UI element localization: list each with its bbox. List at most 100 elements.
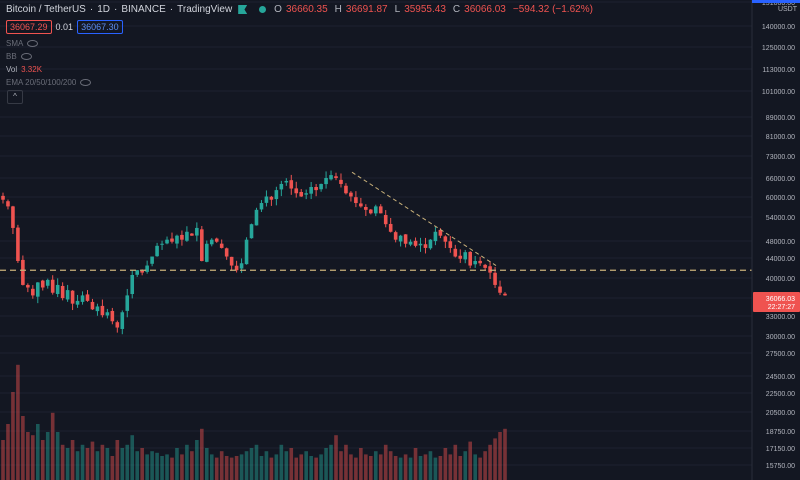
candle-body[interactable] [234, 265, 239, 271]
candle-body[interactable] [45, 279, 50, 286]
candle-body[interactable] [413, 240, 418, 246]
candlestick-series[interactable] [1, 170, 507, 335]
candle-body[interactable] [209, 239, 214, 245]
candle-body[interactable] [349, 192, 353, 197]
candle-body[interactable] [393, 232, 398, 240]
candle-body[interactable] [21, 259, 25, 285]
candle-body[interactable] [190, 233, 194, 236]
candle-body[interactable] [498, 286, 502, 293]
candle-body[interactable] [453, 248, 458, 257]
candle-body[interactable] [135, 270, 139, 275]
candle-body[interactable] [100, 305, 105, 316]
candle-body[interactable] [160, 243, 164, 245]
candle-body[interactable] [60, 285, 65, 299]
candle-body[interactable] [120, 312, 125, 329]
candle-body[interactable] [80, 295, 85, 302]
candle-body[interactable] [1, 195, 5, 200]
candle-body[interactable] [165, 239, 169, 244]
candle-body[interactable] [319, 183, 323, 190]
candle-body[interactable] [155, 245, 159, 257]
price-axis-panel[interactable] [752, 0, 800, 480]
candle-body[interactable] [378, 206, 383, 214]
candle-body[interactable] [85, 294, 90, 301]
candle-body[interactable] [418, 243, 423, 246]
candle-body[interactable] [314, 187, 318, 191]
candle-body[interactable] [50, 279, 55, 293]
candle-body[interactable] [140, 270, 144, 273]
candle-body[interactable] [423, 244, 428, 248]
candle-body[interactable] [493, 272, 497, 285]
candle-body[interactable] [403, 234, 408, 244]
candle-body[interactable] [219, 243, 224, 248]
candle-body[interactable] [364, 207, 368, 210]
candle-body[interactable] [55, 284, 60, 295]
candle-body[interactable] [195, 227, 199, 236]
candle-body[interactable] [204, 243, 209, 262]
candle-body[interactable] [383, 215, 388, 225]
candle-body[interactable] [249, 224, 254, 239]
candle-body[interactable] [473, 260, 477, 265]
candle-body[interactable] [105, 312, 110, 316]
candle-body[interactable] [304, 193, 308, 195]
candle-body[interactable] [483, 264, 487, 268]
candle-body[interactable] [329, 175, 333, 180]
candle-body[interactable] [468, 251, 473, 266]
candle-body[interactable] [373, 206, 378, 214]
candle-body[interactable] [289, 180, 294, 189]
candle-body[interactable] [110, 310, 115, 322]
candle-body[interactable] [95, 306, 100, 312]
candle-body[interactable] [224, 248, 229, 257]
candle-body[interactable] [344, 185, 348, 194]
candle-body[interactable] [244, 239, 249, 265]
candle-body[interactable] [170, 238, 174, 242]
candle-body[interactable] [433, 231, 438, 242]
candle-body[interactable] [279, 183, 284, 190]
candle-body[interactable] [284, 180, 289, 183]
candle-body[interactable] [150, 256, 154, 264]
candle-body[interactable] [428, 239, 433, 249]
candle-body[interactable] [398, 235, 403, 242]
candle-body[interactable] [269, 196, 274, 200]
candle-body[interactable] [115, 322, 120, 328]
candle-body[interactable] [294, 188, 299, 194]
candle-body[interactable] [214, 238, 219, 242]
candle-body[interactable] [259, 203, 264, 210]
candle-body[interactable] [408, 241, 413, 245]
candle-body[interactable] [11, 206, 15, 228]
candle-body[interactable] [239, 263, 244, 269]
candle-body[interactable] [16, 227, 20, 261]
candle-body[interactable] [443, 236, 448, 242]
candle-body[interactable] [478, 260, 482, 264]
candle-body[interactable] [145, 265, 149, 272]
candle-body[interactable] [354, 197, 358, 204]
candle-body[interactable] [6, 201, 10, 207]
candle-body[interactable] [185, 231, 189, 241]
candle-body[interactable] [26, 284, 30, 288]
candle-body[interactable] [40, 280, 45, 288]
candle-body[interactable] [299, 191, 304, 197]
candle-body[interactable] [463, 252, 468, 260]
candle-body[interactable] [438, 229, 443, 236]
candle-body[interactable] [125, 295, 130, 311]
candle-body[interactable] [359, 203, 363, 207]
candle-body[interactable] [35, 282, 40, 297]
candle-body[interactable] [130, 275, 135, 295]
candle-body[interactable] [458, 255, 463, 259]
candle-body[interactable] [90, 301, 95, 310]
candle-body[interactable] [200, 229, 204, 261]
trend-line[interactable] [351, 171, 497, 266]
candle-body[interactable] [180, 234, 184, 240]
candle-body[interactable] [264, 196, 269, 203]
candle-body[interactable] [274, 190, 279, 200]
candle-body[interactable] [324, 178, 328, 185]
candle-body[interactable] [339, 179, 343, 184]
candle-body[interactable] [369, 209, 373, 214]
candle-body[interactable] [388, 223, 393, 232]
candle-body[interactable] [175, 235, 179, 244]
candle-body[interactable] [229, 256, 234, 266]
candle-body[interactable] [448, 241, 453, 248]
candle-body[interactable] [488, 266, 492, 273]
candle-body[interactable] [31, 288, 35, 296]
candle-body[interactable] [309, 187, 313, 194]
